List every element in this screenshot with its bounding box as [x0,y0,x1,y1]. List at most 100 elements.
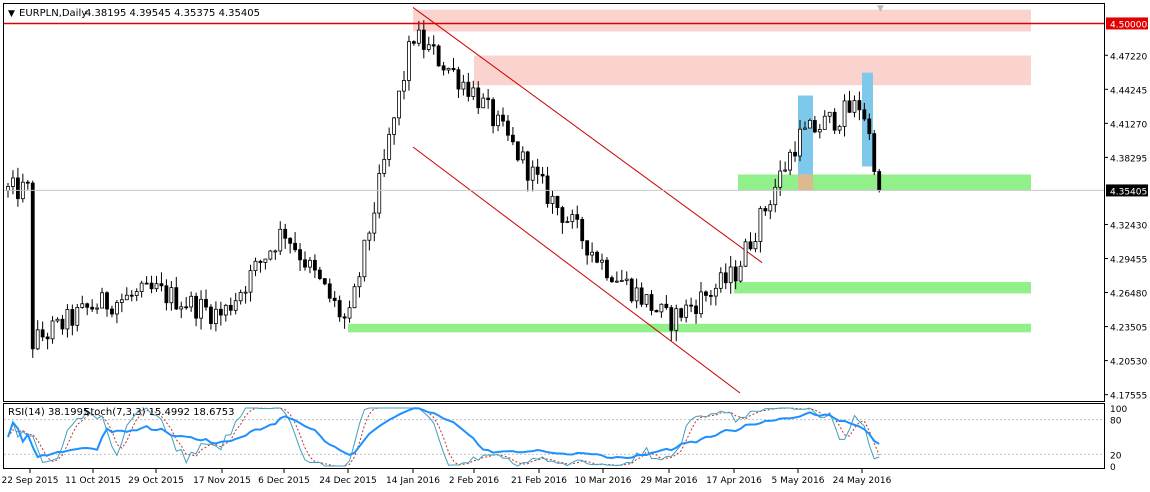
price-tick-label: 4.44245 [1110,86,1147,96]
candle-body [60,318,65,330]
candle [189,291,194,312]
candle [134,288,139,302]
candle-body [614,280,619,283]
candle-body [105,292,109,310]
candle-body [213,308,218,325]
candle-body [189,295,194,308]
candle-body [273,250,278,253]
candle [65,304,70,338]
candle [243,285,248,304]
date-tick-label: 11 Oct 2015 [65,476,121,486]
candle [530,160,535,192]
candle [149,275,154,294]
candle-body [575,214,580,220]
candle [179,301,184,319]
candle-body [758,208,763,242]
candle-body [560,207,565,223]
candle [174,276,179,310]
ohlc-readout: 4.38195 4.39545 4.35375 4.35405 [85,8,260,19]
candle-body [773,186,778,206]
dropdown-arrow-icon[interactable]: ▼ [8,9,15,19]
candle [90,299,95,312]
candle-body [535,166,540,175]
candle [550,190,555,214]
candle-body [278,228,283,252]
candle-body [783,169,788,172]
candle-body [258,260,263,263]
candle [436,44,441,67]
candle-body [803,127,807,130]
candle [461,74,466,96]
candle-body [253,260,258,272]
candle [446,67,451,74]
candle-body [778,170,783,188]
candle-body [322,278,327,285]
candle [25,179,30,190]
candle-body [664,303,669,309]
candle-body [624,278,629,281]
candle [312,254,317,279]
price-tick-label: 4.47220 [1110,52,1147,62]
candle-body [382,158,387,174]
candle [451,58,456,72]
candle [877,168,882,193]
candle-body [679,308,684,318]
candle-body [288,237,293,244]
candle [248,264,253,302]
candle-body [753,241,758,250]
candle [733,260,738,290]
candle [842,94,847,137]
candle [100,287,104,309]
stoch-legend: Stoch(7,3,3) 15.4992 18.6753 [84,407,235,418]
candle [837,124,842,134]
candle [273,249,278,260]
candle-body [510,134,515,143]
candle [456,66,461,98]
candle-body [827,111,832,117]
candle-body [15,177,20,200]
candle [50,316,55,344]
date-tick-label: 17 Apr 2016 [706,476,762,486]
candle [872,129,877,176]
candle-body [530,166,535,181]
candle [213,301,218,332]
candle-body [461,81,466,90]
candle-body [590,251,594,256]
candle-body [565,221,570,223]
candle-body [303,259,307,268]
candle-body [654,310,659,313]
candle [570,209,575,229]
candle [709,290,713,306]
candle [209,304,213,330]
candle-body [788,151,792,171]
candle [332,291,337,308]
candle-body [228,304,233,311]
date-tick-label: 24 Dec 2015 [319,476,377,486]
candle-body [263,258,268,263]
candle-body [50,320,55,340]
candle [218,301,223,326]
date-tick-label: 5 May 2016 [772,476,825,486]
zone-supply-1 [474,55,1031,86]
candle-body [619,280,624,282]
price-tick-label: 4.41270 [1110,120,1147,130]
price-axis: 4.47220 4.44245 4.41270 4.38295 4.32430 4.294… [1104,17,1148,402]
candle-body [847,100,852,113]
stoch-main-line [7,407,880,467]
candle-body [545,175,550,204]
candle-body [649,294,654,311]
candle [817,124,822,139]
date-tick-label: 17 Nov 2015 [193,476,251,486]
candle-body [411,41,416,44]
candle-body [11,177,15,187]
candle [293,232,298,253]
candle [95,303,99,314]
candle [466,72,471,102]
shift-marker-icon[interactable]: ▼ [877,4,884,14]
rsi-line [7,407,880,460]
price-tick-label: 4.17555 [1110,392,1147,402]
candle [491,97,496,134]
candle [575,205,580,229]
candle-body [392,117,397,135]
